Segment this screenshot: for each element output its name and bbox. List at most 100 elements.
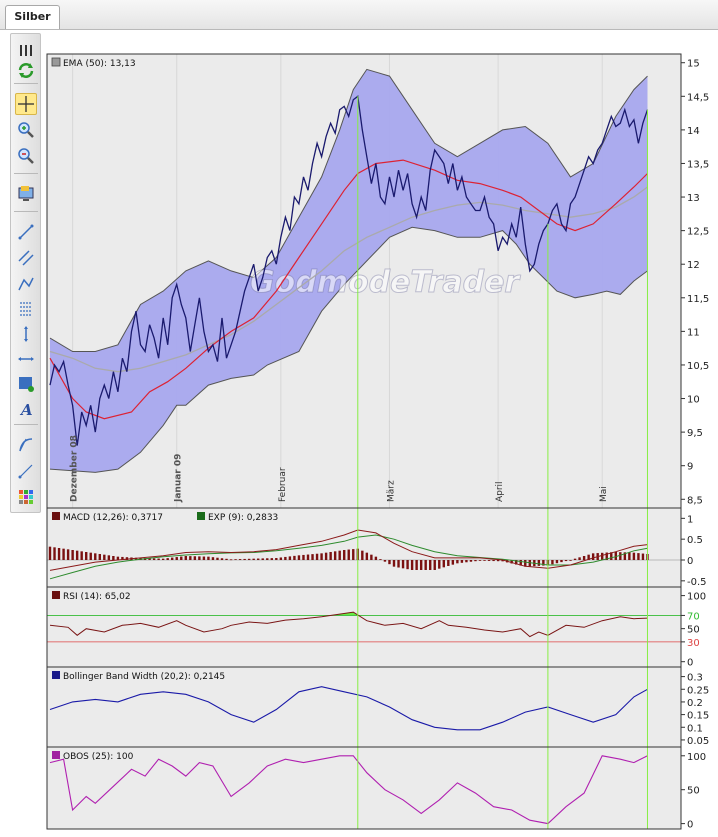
y-tick-label: 15: [687, 59, 700, 70]
palette-tool[interactable]: [15, 486, 37, 508]
zoom-in-icon: [18, 122, 34, 138]
palette-icon: [19, 490, 33, 504]
legend-swatch: [52, 591, 60, 599]
macd-histogram-bar: [442, 560, 445, 568]
y-tick-label: 50: [687, 625, 700, 636]
macd-histogram-bar: [623, 552, 627, 560]
text-tool[interactable]: A: [15, 398, 37, 420]
month-label: Mai: [599, 486, 609, 502]
fibonacci-tool[interactable]: [15, 298, 37, 320]
macd-histogram-bar: [555, 560, 559, 564]
macd-histogram-bar: [75, 550, 79, 560]
macd-histogram-bar: [338, 550, 341, 560]
rsi-line: [49, 611, 648, 638]
macd-histogram-bar: [424, 560, 427, 570]
channel-icon: [18, 250, 34, 266]
macd-histogram-bar: [496, 560, 500, 562]
macd-histogram-bar: [501, 560, 504, 562]
price-line: [49, 95, 649, 446]
y-tick-label: -0.5: [687, 577, 707, 588]
macd-histogram-bar: [333, 551, 337, 560]
macd-histogram-bar: [284, 556, 287, 560]
text-icon: A: [19, 401, 33, 419]
arc-tool[interactable]: [15, 434, 37, 456]
y-tick-label: 0.3: [687, 673, 703, 684]
svg-text:A: A: [19, 401, 33, 419]
macd-histogram-bar: [419, 560, 423, 570]
macd-histogram-bar: [451, 560, 455, 565]
macd-histogram-bar: [610, 552, 613, 560]
macd-histogram-bar: [134, 557, 138, 560]
grip-icon: [20, 45, 32, 56]
macd-histogram-bar: [619, 552, 622, 560]
legend-swatch: [52, 512, 60, 520]
screen-tool[interactable]: [15, 183, 37, 205]
y-tick-label: 70: [687, 611, 700, 622]
legend-rsi: RSI (14): 65,02: [63, 592, 131, 602]
channel-tool[interactable]: [15, 247, 37, 269]
macd-histogram-bar: [528, 560, 531, 567]
toolbar-separator: [14, 211, 38, 212]
macd-histogram-bar: [510, 560, 513, 564]
polyline-tool[interactable]: [15, 273, 37, 295]
bollinger-lower-line: [49, 226, 648, 473]
macd-histogram-bar: [89, 552, 92, 560]
watermark-logo: GodmodeTrader: [250, 265, 521, 300]
line-tool[interactable]: [15, 221, 37, 243]
legend-swatch: [52, 751, 60, 759]
y-tick-label: 9,5: [687, 428, 703, 439]
macd-histogram-bar: [211, 557, 215, 560]
toolbar-grip[interactable]: [15, 39, 37, 61]
chart-border: [46, 53, 682, 830]
ray-tool[interactable]: [15, 460, 37, 482]
macd-histogram-bar: [429, 560, 432, 570]
macd-histogram-bar: [247, 558, 251, 560]
macd-histogram-bar: [605, 552, 608, 560]
y-tick-label: 11,5: [687, 294, 709, 305]
ema-line: [49, 159, 648, 420]
macd-histogram-bar: [465, 560, 468, 563]
macd-histogram-bar: [57, 548, 61, 560]
macd-histogram-bar: [383, 560, 387, 562]
polyline-icon: [18, 277, 34, 291]
macd-histogram-bar: [85, 552, 88, 560]
macd-histogram-bar: [433, 560, 436, 570]
macd-histogram-bar: [447, 560, 450, 566]
macd-histogram-bar: [48, 546, 52, 560]
macd-histogram-bar: [216, 557, 219, 560]
toolbar-separator: [14, 173, 38, 174]
macd-histogram-bar: [551, 560, 554, 565]
macd-histogram-bar: [311, 554, 314, 560]
macd-histogram-bar: [107, 555, 111, 560]
macd-histogram-bar: [415, 560, 418, 570]
macd-histogram-bar: [370, 554, 373, 560]
zoom-in-tool[interactable]: [15, 119, 37, 141]
y-tick-label: 12: [687, 260, 700, 271]
rectangle-icon: [19, 377, 34, 392]
macd-histogram-bar: [582, 556, 586, 560]
macd-histogram-bar: [279, 557, 283, 560]
rectangle-tool[interactable]: [15, 373, 37, 395]
tab-silber[interactable]: Silber: [5, 5, 60, 29]
macd-histogram-bar: [202, 556, 206, 560]
macd-histogram-bar: [361, 550, 364, 560]
macd-histogram-bar: [388, 560, 391, 565]
macd-histogram-bar: [288, 556, 292, 560]
crosshair-tool[interactable]: [15, 93, 37, 115]
macd-histogram-bar: [193, 556, 197, 560]
zoom-out-tool[interactable]: [15, 145, 37, 167]
macd-histogram-bar: [306, 554, 310, 560]
legend-ema: EMA (50): 13,13: [63, 59, 136, 69]
y-tick-label: 0.2: [687, 698, 703, 709]
arc-icon: [19, 438, 33, 452]
y-tick-label: 13: [687, 193, 700, 204]
macd-histogram-bar: [270, 558, 273, 560]
vertical-line-tool[interactable]: [15, 323, 37, 345]
macd-histogram-bar: [53, 547, 56, 560]
horizontal-line-tool[interactable]: [15, 348, 37, 370]
y-tick-label: 14,5: [687, 92, 709, 103]
macd-histogram-bar: [438, 560, 441, 569]
refresh-tool[interactable]: [15, 59, 37, 81]
macd-histogram-bar: [537, 560, 541, 566]
